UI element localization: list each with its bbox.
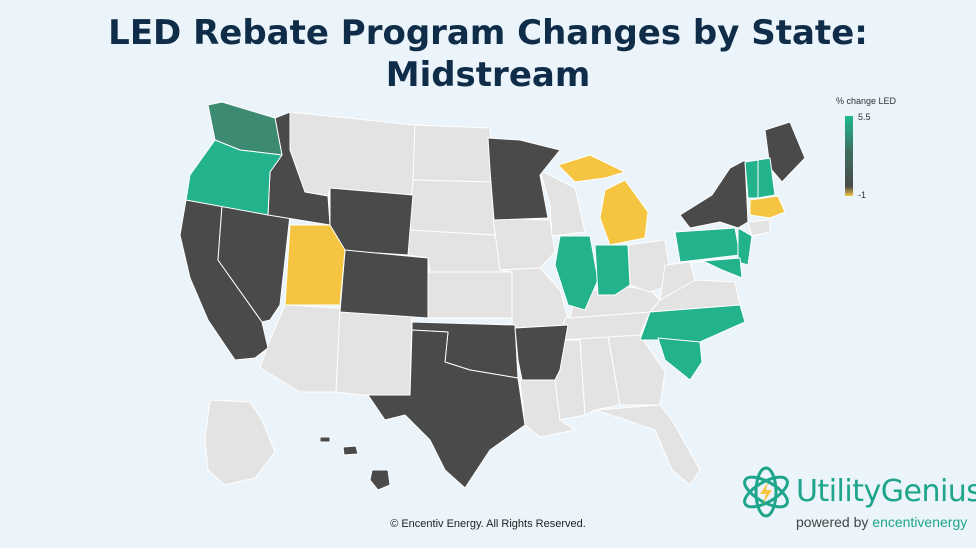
state-virginia: [649, 279, 741, 313]
state-minnesota: [487, 137, 561, 221]
state-montana: [289, 111, 416, 197]
state-texas: [367, 329, 526, 489]
state-maryland: [689, 257, 743, 279]
state-arizona: [259, 304, 341, 393]
map-title: LED Rebate Program Changes by State: Mid…: [0, 12, 976, 96]
state-hawaii-islands-2: [342, 445, 359, 456]
atom-icon: [743, 466, 789, 518]
state-kansas: [424, 271, 516, 319]
state-connecticut: [747, 219, 771, 237]
state-alaska: [204, 399, 276, 486]
state-utah: [284, 224, 346, 306]
state-indiana: [594, 244, 631, 296]
title-line-1: LED Rebate Program Changes by State:: [108, 13, 868, 53]
brand-tagline: powered by encentivenergy: [796, 514, 967, 530]
state-pennsylvania: [674, 227, 741, 263]
legend-title: % change LED: [836, 96, 897, 106]
state-oregon: [185, 139, 283, 216]
state-hawaii: [369, 469, 391, 491]
state-arkansas: [514, 324, 569, 381]
state-new-mexico: [335, 307, 413, 396]
state-wisconsin: [539, 169, 586, 237]
state-illinois: [554, 235, 599, 311]
legend-color-scale: [845, 116, 853, 196]
utility-genius-logo: [743, 466, 789, 518]
powered-by-text: powered by: [796, 514, 869, 530]
legend-min-value: -1: [858, 190, 867, 200]
state-hawaii-islands: [319, 436, 331, 443]
legend-max-value: 5.5: [858, 112, 871, 122]
state-michigan: [599, 179, 649, 246]
state-new-jersey: [737, 227, 753, 266]
bolt-icon: [760, 482, 772, 504]
company-name: encentivenergy: [872, 514, 968, 530]
title-line-2: Midstream: [385, 55, 591, 95]
brand-name: UtilityGenius: [796, 474, 976, 509]
copyright-text: © Encentiv Energy. All Rights Reserved.: [390, 518, 586, 530]
state-michigan-upper: [557, 154, 626, 183]
state-north-dakota: [412, 124, 494, 183]
state-south-carolina: [657, 337, 703, 381]
state-new-york: [679, 159, 749, 229]
state-massachusetts: [749, 195, 786, 219]
state-iowa: [492, 217, 556, 271]
state-south-dakota: [407, 179, 496, 236]
state-new-hampshire: [757, 157, 776, 199]
state-colorado: [339, 249, 429, 319]
state-florida: [594, 404, 701, 486]
